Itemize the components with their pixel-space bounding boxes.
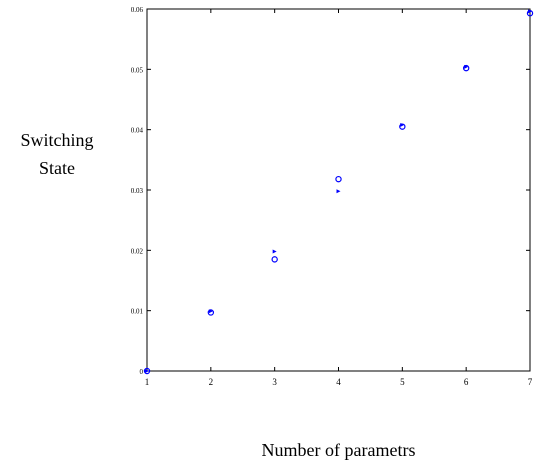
data-point-circle bbox=[207, 309, 215, 316]
data-point-triangle bbox=[272, 249, 277, 254]
data-points bbox=[143, 9, 534, 375]
data-point-triangle bbox=[400, 122, 405, 127]
y-axis-label-line-2: State bbox=[39, 158, 75, 178]
x-tick-label: 5 bbox=[400, 377, 405, 387]
x-tick-label: 2 bbox=[209, 377, 214, 387]
y-tick-label: 0.04 bbox=[131, 127, 144, 135]
data-point-circle bbox=[143, 367, 151, 375]
data-point-triangle bbox=[145, 369, 149, 373]
data-point-triangle bbox=[336, 189, 341, 194]
x-tick-label: 1 bbox=[145, 377, 150, 387]
data-point-triangle bbox=[208, 309, 213, 314]
data-point-circle bbox=[335, 175, 342, 183]
y-axis-label-line-1: Switching bbox=[20, 130, 94, 150]
y-tick-label: 0.03 bbox=[131, 187, 144, 195]
x-tick-label: 7 bbox=[528, 377, 533, 387]
y-tick-label: 0.01 bbox=[131, 308, 144, 316]
y-tick-label: 0 bbox=[140, 368, 144, 376]
y-tick-label: 0.05 bbox=[131, 66, 144, 74]
data-point-triangle bbox=[528, 9, 532, 14]
data-point-triangle bbox=[464, 64, 469, 69]
plot-area-frame bbox=[146, 8, 531, 372]
x-tick-label: 6 bbox=[464, 377, 469, 387]
axis-ticks: 1 2 3 4 5 6 7 0 0.01 0.02 0.03 0.04 0.05 0.06 bbox=[131, 6, 533, 387]
data-point-circle bbox=[271, 256, 278, 263]
x-axis-label: Number of parametrs bbox=[261, 440, 416, 460]
x-tick-label: 4 bbox=[336, 377, 341, 387]
y-tick-label: 0.02 bbox=[131, 247, 144, 255]
y-tick-label: 0.06 bbox=[131, 6, 144, 14]
data-point-circle bbox=[462, 64, 470, 72]
x-tick-label: 3 bbox=[272, 377, 277, 387]
